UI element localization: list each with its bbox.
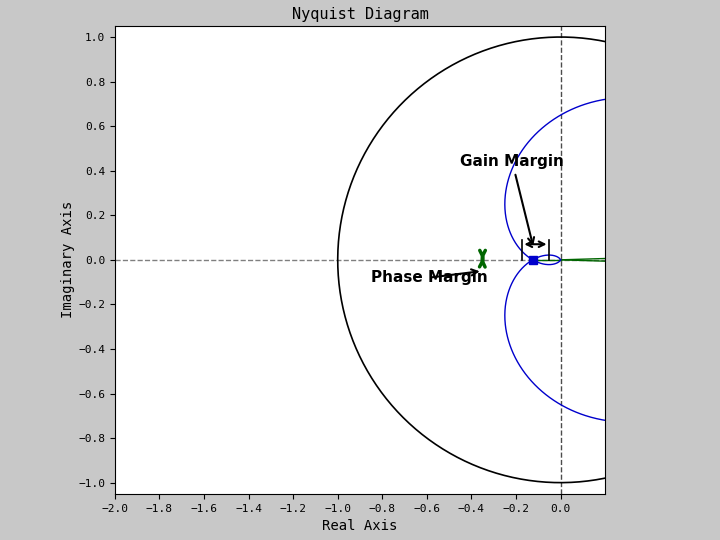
Y-axis label: Imaginary Axis: Imaginary Axis bbox=[61, 201, 76, 319]
Text: Phase cross-over point: Phase cross-over point bbox=[0, 539, 1, 540]
Text: Gain Margin: Gain Margin bbox=[460, 154, 564, 244]
Text: Phase Margin: Phase Margin bbox=[371, 269, 488, 285]
Title: Nyquist Diagram: Nyquist Diagram bbox=[292, 7, 428, 22]
X-axis label: Real Axis: Real Axis bbox=[323, 519, 397, 533]
Text: Gain cross-over point: Gain cross-over point bbox=[0, 539, 1, 540]
